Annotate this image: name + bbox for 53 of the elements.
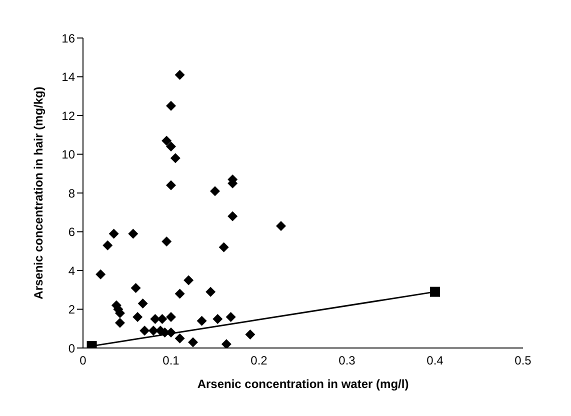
point xyxy=(132,312,143,322)
point xyxy=(166,328,176,338)
point xyxy=(226,312,236,322)
point xyxy=(166,142,176,152)
point xyxy=(174,333,185,344)
y-tick-label: 16 xyxy=(62,31,76,46)
y-tick-label: 4 xyxy=(68,264,76,278)
point xyxy=(150,314,160,324)
point xyxy=(174,70,185,80)
point xyxy=(108,228,119,239)
point xyxy=(174,288,185,299)
x-tick-label: 0.2 xyxy=(250,354,268,368)
point xyxy=(166,312,176,322)
point xyxy=(96,269,106,280)
y-axis-title: Arsenic concentration in hair (mg/kg) xyxy=(31,86,46,300)
point xyxy=(162,136,172,146)
point xyxy=(128,228,138,239)
point xyxy=(114,318,125,328)
y-tick-label: 2 xyxy=(68,302,76,317)
y-tick-label: 8 xyxy=(68,186,76,200)
point xyxy=(221,339,232,348)
y-tick-label: 6 xyxy=(68,225,76,240)
point xyxy=(228,211,238,222)
x-tick-label: 0.3 xyxy=(338,354,356,368)
point xyxy=(245,329,256,340)
point xyxy=(166,180,176,190)
y-tick-label: 14 xyxy=(62,70,76,84)
point xyxy=(430,286,440,297)
point xyxy=(210,186,220,196)
x-tick-label: 0.5 xyxy=(514,354,532,368)
point xyxy=(157,314,168,324)
point xyxy=(206,286,216,297)
point xyxy=(130,282,141,293)
point xyxy=(138,298,148,308)
point xyxy=(170,153,180,164)
point xyxy=(188,337,198,348)
y-tick-label: 12 xyxy=(62,108,76,123)
y-tick-label: 0 xyxy=(68,341,76,356)
point xyxy=(212,314,223,324)
y-tick-label: 10 xyxy=(62,148,76,162)
point xyxy=(196,316,207,326)
point xyxy=(148,326,158,336)
point xyxy=(184,275,194,286)
point xyxy=(218,242,229,252)
x-tick-label: 0.4 xyxy=(426,354,444,368)
point xyxy=(276,220,286,231)
point xyxy=(162,236,172,246)
x-tick-label: 0.1 xyxy=(162,354,180,368)
point xyxy=(166,100,176,111)
point xyxy=(140,326,150,336)
point xyxy=(102,240,113,250)
x-tick-label: 0 xyxy=(80,354,87,368)
x-axis-title: Arsenic concentration in water (mg/l) xyxy=(197,377,409,391)
